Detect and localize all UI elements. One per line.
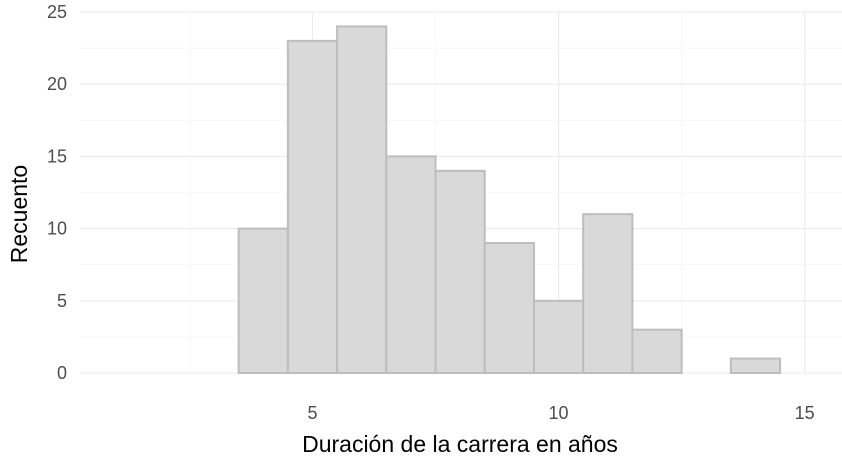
histogram-bar bbox=[286, 39, 339, 374]
histogram-bar bbox=[582, 213, 634, 374]
y-tick-label: 10 bbox=[47, 219, 67, 239]
y-tick-label: 20 bbox=[47, 74, 67, 94]
y-tick-label: 5 bbox=[57, 291, 67, 311]
x-tick-label: 15 bbox=[795, 403, 815, 423]
histogram-bar bbox=[434, 169, 486, 374]
y-tick-label: 0 bbox=[57, 363, 67, 383]
x-axis-ticks: 5 10 15 bbox=[307, 403, 814, 423]
x-tick-label: 5 bbox=[307, 403, 317, 423]
histogram-bar bbox=[631, 328, 683, 374]
y-tick-label: 25 bbox=[47, 2, 67, 22]
y-axis-title: Recuento bbox=[6, 165, 32, 263]
x-axis-title: Duración de la carrera en años bbox=[302, 431, 618, 457]
histogram-bar bbox=[336, 25, 388, 374]
histogram-bar bbox=[385, 155, 437, 374]
histogram-bar bbox=[483, 242, 535, 374]
y-tick-label: 15 bbox=[47, 146, 67, 166]
histogram-bar bbox=[729, 357, 782, 374]
x-tick-label: 10 bbox=[549, 403, 569, 423]
bars bbox=[237, 25, 782, 374]
histogram-bar bbox=[532, 299, 585, 374]
y-axis-ticks: 0 5 10 15 20 25 bbox=[47, 2, 67, 383]
histogram-bar bbox=[237, 227, 289, 374]
